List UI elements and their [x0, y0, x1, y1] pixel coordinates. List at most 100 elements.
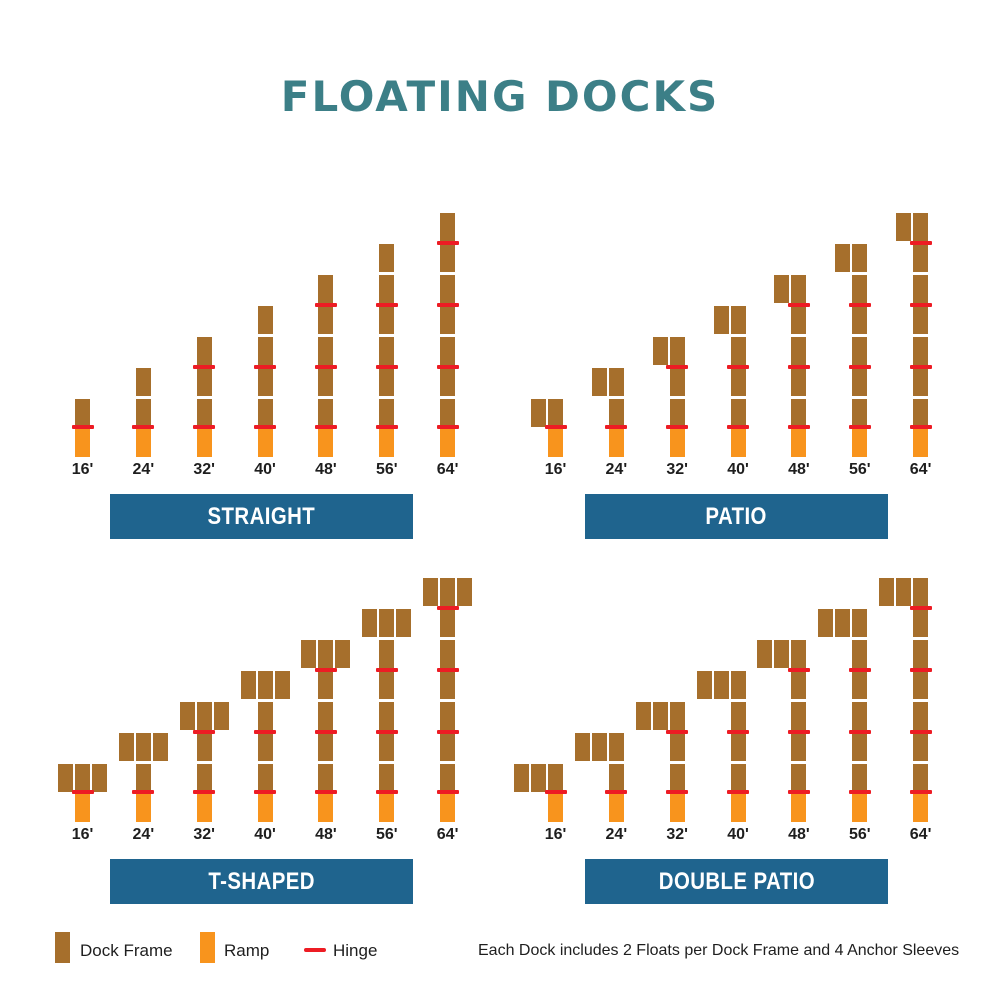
- t-wing-segment: [152, 733, 168, 761]
- hinge-line: [909, 425, 932, 429]
- dock-frame-segment: [379, 244, 395, 272]
- hinge-swatch: [304, 948, 326, 952]
- dock-frame-segment: [257, 306, 273, 334]
- hinge-line: [314, 364, 337, 369]
- hinge-line: [314, 667, 337, 672]
- dock-frame-segment: [791, 702, 807, 730]
- size-label: 48': [788, 461, 810, 478]
- patio-frame-segment: [896, 213, 912, 241]
- size-label: 64': [909, 826, 932, 843]
- dock-frame-segment: [196, 368, 212, 396]
- hinge-line: [436, 729, 459, 734]
- t-wing-segment: [396, 609, 412, 637]
- dock-frame-segment: [135, 399, 151, 427]
- dock-frame-segment: [379, 640, 395, 668]
- hinge-line: [436, 605, 459, 610]
- hinge-line: [787, 364, 810, 369]
- hinge-line: [909, 790, 932, 794]
- size-label: 32': [666, 826, 688, 843]
- t-shaped-dock-columns: 16' 24' 32' 40' 48' 56' 64': [55, 565, 475, 857]
- dock-frame-segment: [548, 764, 563, 792]
- hinge-line: [193, 790, 216, 794]
- dock-frame-segment: [730, 399, 746, 427]
- size-label: 56': [848, 461, 871, 478]
- hinge-line: [544, 425, 567, 429]
- ramp-segment: [196, 427, 212, 457]
- ramp-segment: [379, 792, 395, 822]
- hinge-line: [787, 425, 810, 429]
- dock-frame-segment: [852, 399, 868, 427]
- ramp-segment: [135, 792, 151, 822]
- hinge-line: [666, 790, 689, 794]
- dock-frame-segment: [913, 609, 929, 637]
- dock-frame-segment: [730, 733, 746, 761]
- t-wing-segment: [58, 764, 73, 792]
- t-wing-segment: [274, 671, 290, 699]
- dock-frame-segment: [440, 306, 456, 334]
- dock-frame-segment: [852, 337, 868, 365]
- double-patio-dock-diagram: 16' 24' 32' 40' 48' 56' 64': [514, 565, 948, 857]
- dock-frame-segment: [730, 671, 746, 699]
- ramp-segment: [852, 427, 868, 457]
- hinge-line: [254, 364, 277, 369]
- dock-frame-segment: [913, 671, 929, 699]
- dock-frame-segment: [318, 275, 334, 303]
- dock-frame-segment: [196, 337, 212, 365]
- ramp-swatch: [200, 932, 215, 963]
- dock-frame-segment: [135, 764, 151, 792]
- dock-frame-segment: [852, 244, 868, 272]
- size-label: 40': [727, 826, 749, 843]
- straight-title-label: STRAIGHT: [207, 502, 316, 530]
- double-patio-title-label: DOUBLE PATIO: [658, 867, 815, 895]
- t-wing-segment: [457, 578, 473, 606]
- dock-frame-segment: [852, 764, 868, 792]
- dock-frame-segment: [379, 609, 395, 637]
- size-label: 40': [254, 461, 276, 478]
- size-label: 16': [544, 826, 567, 843]
- size-label: 32': [193, 826, 215, 843]
- dock-frame-segment: [913, 640, 929, 668]
- dock-note: Each Dock includes 2 Floats per Dock Fra…: [478, 942, 960, 959]
- hinge-line: [605, 425, 628, 429]
- hinge-line: [666, 364, 689, 369]
- ramp-segment: [379, 427, 395, 457]
- dock-frame-segment: [852, 640, 868, 668]
- hinge-line: [848, 425, 871, 429]
- dock-frame-segment: [379, 671, 395, 699]
- dock-frame-segment: [913, 578, 929, 606]
- ramp-segment: [75, 427, 90, 457]
- hinge-line: [436, 667, 459, 672]
- dock-frame-segment: [669, 399, 685, 427]
- ramp-segment: [669, 427, 685, 457]
- dock-frame-segment: [852, 368, 868, 396]
- size-label: 64': [909, 461, 932, 478]
- t-wing-segment: [362, 609, 378, 637]
- ramp-segment: [196, 792, 212, 822]
- hinge-line: [193, 729, 216, 734]
- dock-frame-segment: [75, 764, 90, 792]
- hinge-line: [375, 302, 398, 307]
- patio-frame-segment: [774, 640, 790, 668]
- dock-frame-segment: [791, 671, 807, 699]
- double-patio-title-bar: DOUBLE PATIO: [585, 859, 888, 904]
- straight-dock-diagram: 16' 24' 32' 40' 48' 56' 64': [55, 200, 475, 492]
- hinge-line: [314, 729, 337, 734]
- hinge-line: [375, 790, 398, 794]
- hinge-line: [132, 790, 155, 794]
- dock-frame-segment: [669, 764, 685, 792]
- dock-frame-segment: [379, 275, 395, 303]
- dock-frame-segment: [852, 702, 868, 730]
- hinge-line: [727, 425, 750, 429]
- dock-frame-segment: [913, 733, 929, 761]
- dock-frame-segment: [791, 368, 807, 396]
- dock-frame-segment: [318, 368, 334, 396]
- t-wing-segment: [118, 733, 134, 761]
- dock-frame-segment: [196, 733, 212, 761]
- patio-frame-segment: [835, 609, 851, 637]
- hinge-line: [605, 790, 628, 794]
- size-label: 16': [71, 461, 94, 478]
- hinge-line: [254, 790, 277, 794]
- patio-frame-segment: [713, 671, 729, 699]
- dock-frame-segment: [440, 702, 456, 730]
- ramp-segment: [791, 427, 807, 457]
